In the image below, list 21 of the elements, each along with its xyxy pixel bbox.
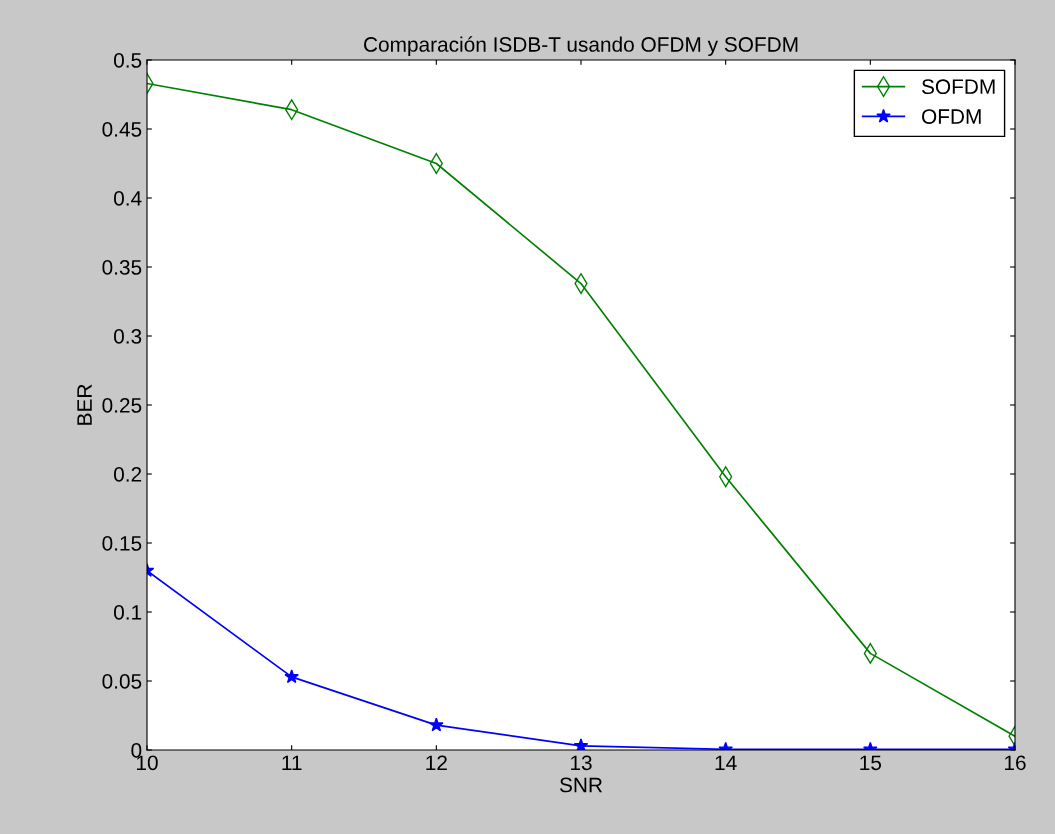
y-axis-title: BER [77, 384, 92, 425]
x-tick-label: 15 [860, 755, 882, 771]
y-tick-label: 0.05 [102, 674, 142, 689]
y-tick-label: 0.3 [113, 329, 142, 344]
x-tick-label: 16 [1005, 755, 1026, 771]
legend-label: OFDM [922, 109, 981, 124]
legend-label: SOFDM [921, 79, 995, 95]
y-tick-label: 0.2 [113, 467, 142, 482]
y-tick-label: 0.45 [102, 122, 142, 137]
x-tick-label: 12 [426, 755, 447, 770]
y-tick-label: 0.5 [113, 53, 142, 68]
y-tick-label: 0.1 [113, 605, 142, 620]
y-tick-label: 0.35 [102, 260, 142, 275]
x-tick-label: 14 [715, 755, 737, 770]
y-tick-label: 0.4 [113, 191, 142, 206]
y-tick-label: 0.15 [102, 536, 142, 551]
chart-title: Comparación ISDB-T usando OFDM y SOFDM [364, 36, 798, 56]
x-tick-label: 11 [282, 755, 302, 770]
x-axis-title: SNR [559, 777, 603, 793]
x-tick-label: 13 [571, 755, 592, 771]
y-tick-label: 0.25 [102, 398, 142, 413]
